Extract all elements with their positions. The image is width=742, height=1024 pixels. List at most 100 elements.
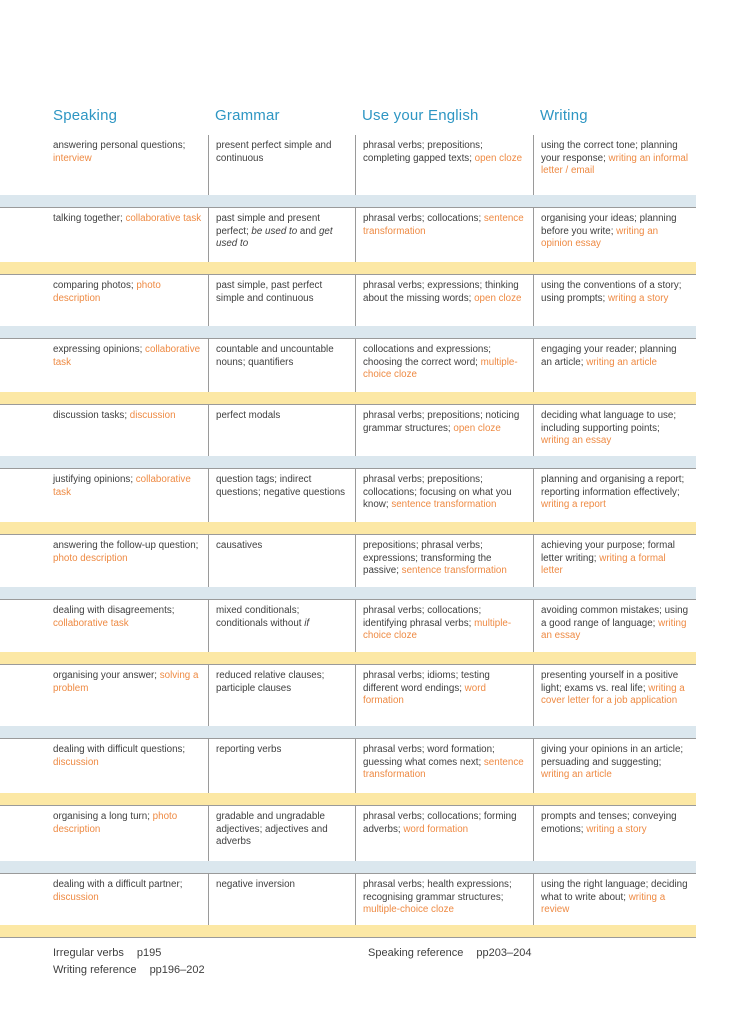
cell-grammar: past simple and present perfect; be used…: [208, 208, 355, 262]
cell-text: collocations and expressions; choosing t…: [363, 344, 491, 368]
highlight-text: writing an essay: [541, 435, 612, 446]
cell-text: causatives: [216, 540, 263, 551]
footer-reference: Irregular verbs p195: [53, 945, 355, 962]
cell-text: organising your ideas; planning before y…: [541, 213, 677, 237]
cell-text: phrasal verbs; prepositions; noticing gr…: [363, 410, 520, 434]
footer-reference-page: pp196–202: [149, 964, 205, 976]
cell-speaking: answering the follow-up question; photo …: [53, 535, 208, 587]
highlight-text: discussion: [53, 756, 99, 768]
cell-use-your-english: phrasal verbs; expressions; thinking abo…: [355, 275, 533, 326]
cell-text: planning and organising a report; report…: [541, 474, 685, 498]
highlight-text: writing an opinion essay: [541, 225, 659, 250]
cell-text: mixed conditionals; conditionals without: [216, 605, 305, 629]
cell-use-your-english: phrasal verbs; prepositions; collocation…: [355, 469, 533, 522]
cell-writing: presenting yourself in a positive light;…: [533, 665, 696, 726]
cell-text: reporting verbs: [216, 744, 282, 755]
highlight-text: multiple-choice cloze: [363, 356, 518, 381]
cell-text: past simple and present perfect;: [216, 213, 321, 237]
cell-use-your-english: phrasal verbs; word formation; guessing …: [355, 739, 533, 793]
separator-band-blue: [0, 726, 696, 739]
table-row: dealing with difficult questions; discus…: [53, 739, 696, 793]
footer-reference-label: Writing reference: [53, 964, 137, 976]
highlight-text: collaborative task: [53, 617, 129, 629]
cell-grammar: past simple, past perfect simple and con…: [208, 275, 355, 326]
cell-grammar: reporting verbs: [208, 739, 355, 793]
separator-band-blue: [0, 587, 696, 600]
highlight-text: writing an article: [586, 356, 657, 368]
cell-text: and: [297, 225, 319, 237]
cell-speaking: talking together; collaborative task: [53, 208, 208, 262]
highlight-text: writing a review: [541, 891, 666, 916]
highlight-text: interview: [53, 152, 92, 164]
footer-reference-page: pp203–204: [476, 947, 532, 959]
cell-use-your-english: phrasal verbs; prepositions; noticing gr…: [355, 405, 533, 456]
highlight-text: writing an essay: [541, 617, 687, 642]
cell-grammar: mixed conditionals; conditionals without…: [208, 600, 355, 652]
cell-text: gradable and ungradable adjectives; adje…: [216, 811, 328, 847]
cell-writing: avoiding common mistakes; using a good r…: [533, 600, 696, 652]
cell-grammar: countable and uncountable nouns; quantif…: [208, 339, 355, 392]
cell-text: be used to: [251, 225, 298, 237]
separator-band-yellow: [0, 392, 696, 405]
cell-text: prepositions; phrasal verbs; expressions…: [363, 540, 492, 576]
highlight-text: discussion: [53, 891, 99, 903]
footer-right: Speaking reference pp203–204: [355, 945, 696, 979]
table-row: organising your answer; solving a proble…: [53, 665, 696, 726]
cell-writing: engaging your reader; planning an articl…: [533, 339, 696, 392]
cell-text: using the right language; deciding what …: [541, 879, 688, 903]
table-row: justifying opinions; collaborative task q…: [53, 469, 696, 522]
cell-grammar: negative inversion: [208, 874, 355, 925]
cell-text: prompts and tenses; conveying emotions;: [541, 811, 677, 835]
cell-grammar: causatives: [208, 535, 355, 587]
cell-text: organising a long turn;: [53, 811, 153, 822]
highlight-text: discussion: [129, 410, 176, 421]
table-row: answering personal questions; interview p…: [53, 135, 696, 195]
highlight-text: collaborative task: [53, 344, 201, 368]
cell-text: get used to: [216, 225, 333, 250]
cell-text: phrasal verbs; idioms; testing different…: [363, 670, 490, 694]
table-row: answering the follow-up question; photo …: [53, 535, 696, 587]
highlight-text: writing a cover letter for a job applica…: [541, 682, 685, 707]
cell-text: expressing opinions;: [53, 344, 146, 355]
cell-text: presenting yourself in a positive light;…: [541, 670, 679, 694]
highlight-text: word formation: [403, 823, 469, 835]
highlight-text: writing a report: [541, 499, 606, 510]
highlight-text: writing a story: [586, 823, 647, 835]
cell-text: question tags; indirect questions; negat…: [216, 474, 346, 498]
table-row: talking together; collaborative task past…: [53, 208, 696, 262]
cell-text: talking together;: [53, 213, 126, 224]
separator-band-yellow: [0, 262, 696, 275]
cell-text: discussion tasks;: [53, 410, 130, 421]
cell-writing: organising your ideas; planning before y…: [533, 208, 696, 262]
cell-use-your-english: phrasal verbs; collocations; identifying…: [355, 600, 533, 652]
cell-speaking: organising your answer; solving a proble…: [53, 665, 208, 726]
cell-writing: planning and organising a report; report…: [533, 469, 696, 522]
cell-text: avoiding common mistakes; using a good r…: [541, 605, 689, 629]
cell-writing: achieving your purpose; formal letter wr…: [533, 535, 696, 587]
cell-writing: giving your opinions in an article; pers…: [533, 739, 696, 793]
highlight-text: photo description: [53, 552, 128, 564]
highlight-text: multiple-choice cloze: [363, 904, 454, 915]
column-header-grammar: Grammar: [215, 107, 280, 124]
highlight-text: sentence transformation: [363, 756, 524, 781]
table-row: dealing with a difficult partner; discus…: [53, 874, 696, 925]
syllabus-table: answering personal questions; interview p…: [0, 135, 742, 938]
cell-use-your-english: phrasal verbs; prepositions; completing …: [355, 135, 533, 195]
cell-grammar: perfect modals: [208, 405, 355, 456]
cell-text: achieving your purpose; formal letter wr…: [541, 540, 675, 564]
cell-use-your-english: phrasal verbs; health expressions; recog…: [355, 874, 533, 925]
separator-band-blue: [0, 195, 696, 208]
cell-text: justifying opinions;: [53, 474, 136, 485]
footer-reference-label: Irregular verbs: [53, 947, 124, 959]
table-row: organising a long turn; photo descriptio…: [53, 806, 696, 861]
cell-speaking: comparing photos; photo description: [53, 275, 208, 326]
cell-speaking: expressing opinions; collaborative task: [53, 339, 208, 392]
highlight-text: writing an informal letter / email: [541, 152, 689, 177]
cell-use-your-english: phrasal verbs; collocations; sentence tr…: [355, 208, 533, 262]
cell-text: deciding what language to use; including…: [541, 410, 677, 434]
separator-band-yellow: [0, 925, 696, 938]
cell-text: if: [304, 617, 310, 629]
cell-text: negative inversion: [216, 879, 295, 890]
cell-speaking: dealing with difficult questions; discus…: [53, 739, 208, 793]
